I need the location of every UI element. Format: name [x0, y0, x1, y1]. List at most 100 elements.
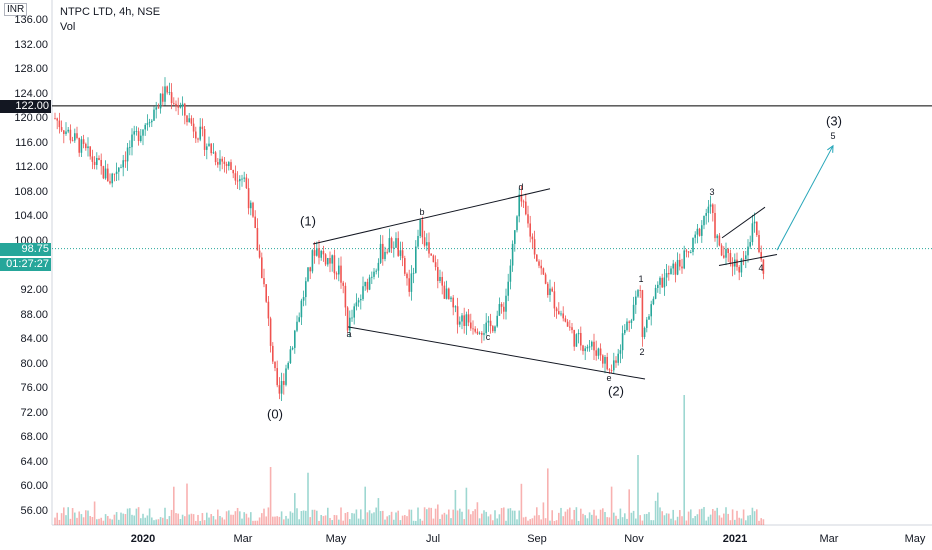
candle-body [657, 284, 659, 288]
volume-bar [505, 520, 507, 525]
candle-body [65, 131, 67, 134]
candle-body [470, 322, 472, 329]
candle-body [641, 290, 644, 338]
wave-label: 3 [709, 187, 715, 197]
volume-bar [745, 520, 747, 525]
bar-countdown-tag: 01:27:27 [0, 257, 51, 271]
price-tick-label: 92.00 [20, 284, 48, 297]
candle-body [120, 167, 122, 169]
volume-bar [298, 519, 300, 525]
volume-bar [483, 510, 485, 525]
volume-bar [703, 507, 705, 525]
candle-body [239, 178, 241, 182]
candle-body [320, 250, 322, 258]
volume-bar [331, 520, 333, 525]
volume-bar [335, 515, 338, 525]
volume-bar [485, 511, 487, 525]
candle-body [753, 221, 756, 224]
volume-bar [230, 514, 232, 525]
volume-bar [256, 520, 259, 525]
time-tick-label: Mar [233, 533, 253, 545]
candle-body [586, 346, 589, 349]
candle-body [140, 135, 142, 142]
candle-body [173, 103, 175, 104]
volume-bar [258, 517, 261, 525]
volume-bar [289, 511, 292, 525]
volume-bar [432, 518, 435, 525]
candle-body [606, 356, 608, 370]
candle-body [661, 277, 663, 288]
volume-bar [509, 508, 512, 525]
candle-body [725, 249, 727, 258]
candle-body [430, 253, 432, 256]
candle-body [166, 86, 168, 93]
candle-body [298, 317, 300, 322]
volume-bar [252, 520, 254, 525]
candle-body [98, 157, 100, 161]
candle-body [333, 255, 336, 274]
candle-body [258, 250, 261, 258]
candle-body [632, 304, 635, 321]
price-tick-label: 84.00 [20, 333, 48, 346]
volume-bar [643, 514, 646, 525]
volume-bar [553, 520, 556, 525]
volume-bar [91, 516, 94, 525]
candle-body [250, 202, 252, 209]
volume-bar [423, 507, 426, 525]
candle-body [492, 326, 494, 332]
candle-body [588, 346, 591, 348]
volume-bar [225, 511, 228, 525]
candle-body [503, 306, 505, 312]
volume-bar [564, 511, 567, 525]
volume-bar [437, 504, 439, 525]
candle-body [485, 322, 487, 334]
volume-bar [393, 519, 395, 525]
candle-body [91, 156, 94, 162]
volume-bar [54, 517, 56, 525]
volume-bar [500, 508, 503, 525]
candle-body [256, 228, 259, 251]
volume-bar [157, 519, 160, 525]
volume-bar [742, 509, 745, 525]
flag-lower-trendline [718, 253, 778, 266]
candle-body [544, 274, 547, 284]
candle-body [60, 127, 63, 131]
candle-body [329, 257, 331, 264]
candle-body [56, 118, 58, 121]
candle-body [390, 238, 393, 249]
candle-body [668, 272, 670, 275]
volume-legend[interactable]: Vol [60, 21, 76, 33]
candle-body [621, 333, 624, 351]
candle-body [393, 247, 395, 249]
volume-bar [208, 517, 210, 525]
candle-body [397, 238, 399, 256]
volume-bar [276, 516, 278, 525]
wave-label: a [346, 329, 352, 339]
candle-body [153, 109, 155, 121]
volume-bar [100, 517, 102, 525]
candle-body [421, 219, 424, 238]
currency-badge[interactable]: INR [4, 3, 28, 16]
volume-bar [267, 507, 270, 525]
candle-body [296, 321, 298, 331]
candle-body [335, 273, 338, 275]
candle-body [685, 250, 688, 252]
symbol-legend[interactable]: NTPC LTD, 4h, NSE [60, 6, 161, 18]
candle-body [349, 317, 351, 331]
volume-bar [148, 508, 151, 525]
candle-body [175, 103, 177, 106]
candle-body [184, 103, 186, 116]
volume-bar [342, 520, 344, 525]
wave-label: 5 [830, 131, 836, 141]
volume-bar [450, 518, 452, 525]
volume-bar [366, 512, 369, 525]
candle-body [690, 251, 692, 253]
candle-body [212, 152, 215, 154]
volume-bar [82, 517, 85, 525]
candle-body [643, 327, 646, 338]
volume-bar [507, 508, 509, 525]
volume-bar [144, 517, 146, 525]
candle-body [241, 178, 243, 180]
